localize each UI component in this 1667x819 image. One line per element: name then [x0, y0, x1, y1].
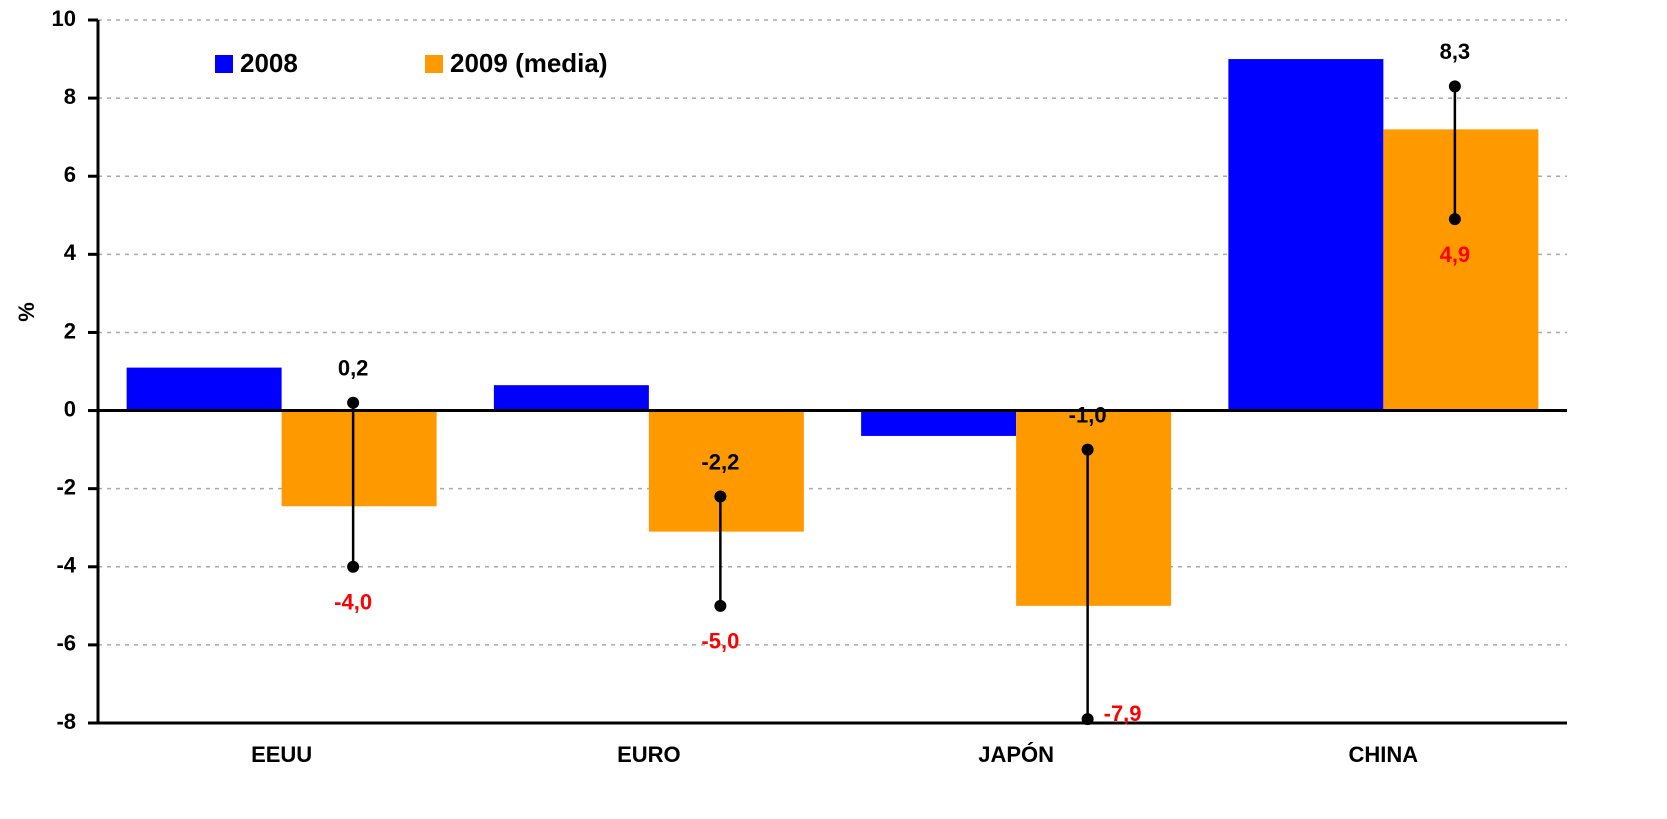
bar [1383, 129, 1539, 411]
x-tick-label: CHINA [1349, 742, 1419, 767]
y-tick-label: -6 [56, 631, 76, 656]
x-tick-label: EEUU [251, 742, 312, 767]
range-low-label: -4,0 [334, 590, 372, 615]
bar [493, 385, 649, 411]
legend-swatch [215, 55, 233, 73]
y-tick-label: 10 [52, 6, 76, 31]
bar [1016, 410, 1172, 606]
bar [648, 410, 804, 532]
x-tick-label: JAPÓN [978, 742, 1054, 767]
range-high-label: -2,2 [701, 449, 739, 474]
range-low-dot [1081, 713, 1094, 726]
range-high-label: 0,2 [338, 356, 369, 381]
y-tick-label: 6 [64, 162, 76, 187]
legend-label: 2009 (media) [450, 48, 608, 78]
range-low-label: -7,9 [1104, 701, 1142, 726]
bar [1228, 59, 1384, 411]
y-tick-label: 2 [64, 318, 76, 343]
range-low-label: -5,0 [701, 629, 739, 654]
y-axis-label: % [14, 302, 39, 322]
bar [861, 410, 1017, 436]
y-tick-label: -8 [56, 709, 76, 734]
y-tick-label: -4 [56, 553, 76, 578]
y-tick-label: -2 [56, 474, 76, 499]
y-tick-label: 4 [64, 240, 77, 265]
x-tick-label: EURO [617, 742, 681, 767]
legend-label: 2008 [240, 48, 298, 78]
range-high-dot [347, 396, 360, 409]
range-low-dot [347, 560, 360, 573]
range-high-label: -1,0 [1069, 402, 1107, 427]
bar [281, 410, 437, 507]
range-high-dot [1448, 80, 1461, 93]
y-tick-label: 0 [64, 396, 76, 421]
range-low-dot [714, 599, 727, 612]
range-high-label: 8,3 [1440, 39, 1471, 64]
y-tick-label: 8 [64, 84, 76, 109]
range-high-dot [1081, 443, 1094, 456]
range-low-dot [1448, 213, 1461, 226]
range-high-dot [714, 490, 727, 503]
bar [126, 367, 282, 411]
range-low-label: 4,9 [1440, 242, 1471, 267]
legend-swatch [425, 55, 443, 73]
